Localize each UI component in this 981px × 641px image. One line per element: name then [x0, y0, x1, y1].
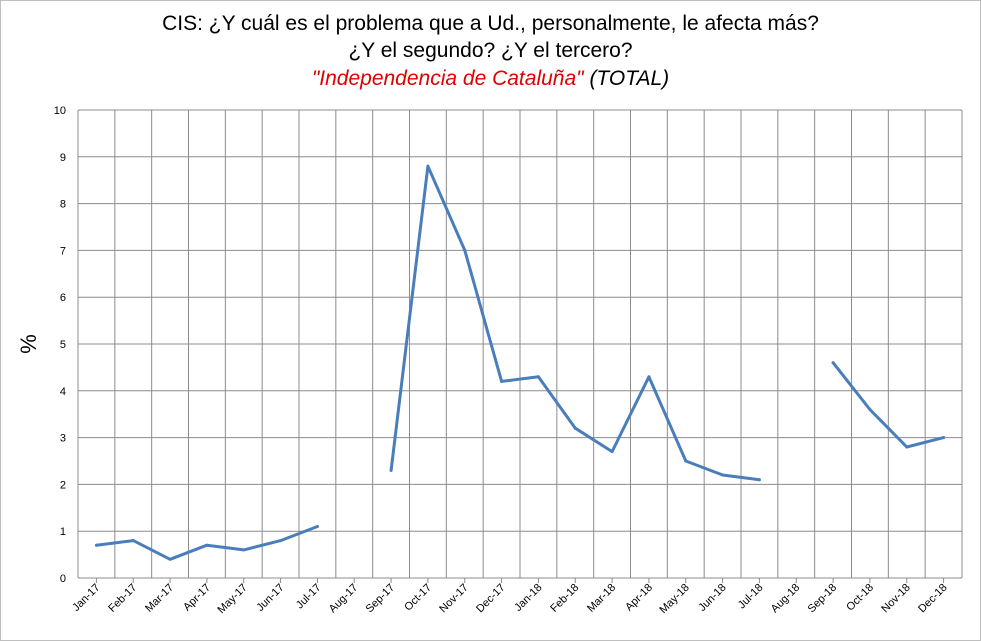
x-tick-label: Oct-18: [844, 582, 876, 614]
x-tick-label: Jan-18: [512, 582, 544, 614]
x-tick-label: May-17: [215, 582, 249, 616]
y-tick-label: 8: [60, 199, 66, 211]
chart-title-line-1: CIS: ¿Y cuál es el problema que a Ud., p…: [162, 12, 819, 35]
data-point: [610, 450, 614, 454]
y-tick-label: 9: [60, 152, 66, 164]
y-tick-label: 3: [60, 433, 66, 445]
data-point: [94, 543, 98, 547]
y-tick-label: 2: [60, 479, 66, 491]
data-point: [573, 426, 577, 430]
data-point: [536, 375, 540, 379]
y-tick-label: 1: [60, 526, 66, 538]
data-point: [426, 164, 430, 168]
data-point: [831, 361, 835, 365]
data-point: [684, 459, 688, 463]
data-point: [279, 539, 283, 543]
y-tick-label: 0: [60, 573, 66, 585]
x-tick-label: Sep-17: [364, 582, 398, 616]
series-line-segment: [831, 361, 946, 449]
y-axis-label: %: [16, 334, 41, 354]
x-tick-label: May-18: [657, 582, 691, 616]
x-tick-label: Jul-17: [294, 582, 324, 612]
data-point: [168, 557, 172, 561]
data-point: [463, 248, 467, 252]
data-point: [205, 543, 209, 547]
data-point: [315, 525, 319, 529]
data-point: [500, 379, 504, 383]
x-tick-label: Dec-18: [916, 582, 950, 616]
x-tick-label: Aug-17: [327, 582, 361, 616]
data-point: [942, 436, 946, 440]
data-point: [721, 473, 725, 477]
subtitle-rest: (TOTAL): [583, 67, 670, 90]
chart-title-line-2: ¿Y el segundo? ¿Y el tercero?: [348, 39, 633, 62]
data-point: [757, 478, 761, 482]
y-tick-label: 6: [60, 292, 66, 304]
x-tick-label: Mar-18: [585, 582, 618, 615]
data-point: [389, 468, 393, 472]
x-tick-label: Mar-17: [143, 582, 176, 615]
data-point: [242, 548, 246, 552]
data-point: [868, 408, 872, 412]
x-tick-label: Jul-18: [736, 582, 766, 612]
y-tick-label: 5: [60, 339, 66, 351]
x-tick-label: Jun-18: [696, 582, 728, 614]
subtitle-highlight: "Independencia de Cataluña": [311, 67, 584, 90]
y-tick-label: 4: [60, 386, 66, 398]
x-tick-label: Apr-17: [181, 582, 213, 614]
x-tick-label: Apr-18: [623, 582, 655, 614]
x-tick-label: Oct-17: [402, 582, 434, 614]
x-tick-label: Feb-17: [106, 582, 139, 615]
x-tick-label: Sep-18: [806, 582, 840, 616]
grid: [77, 109, 963, 579]
y-tick-label: 7: [60, 245, 66, 257]
x-tick-label: Jun-17: [254, 582, 286, 614]
x-tick-label: Dec-17: [474, 582, 508, 616]
x-tick-label: Nov-17: [437, 582, 471, 616]
chart-subtitle: "Independencia de Cataluña" (TOTAL): [0, 66, 981, 92]
y-tick-label: 10: [54, 105, 66, 117]
x-tick-label: Feb-18: [548, 582, 581, 615]
data-point: [647, 375, 651, 379]
data-point: [905, 445, 909, 449]
series-layer: [94, 164, 946, 561]
data-point: [131, 539, 135, 543]
x-tick-label: Jan-17: [70, 582, 102, 614]
x-tick-label: Aug-18: [769, 582, 803, 616]
x-tick-label: Nov-18: [879, 582, 913, 616]
